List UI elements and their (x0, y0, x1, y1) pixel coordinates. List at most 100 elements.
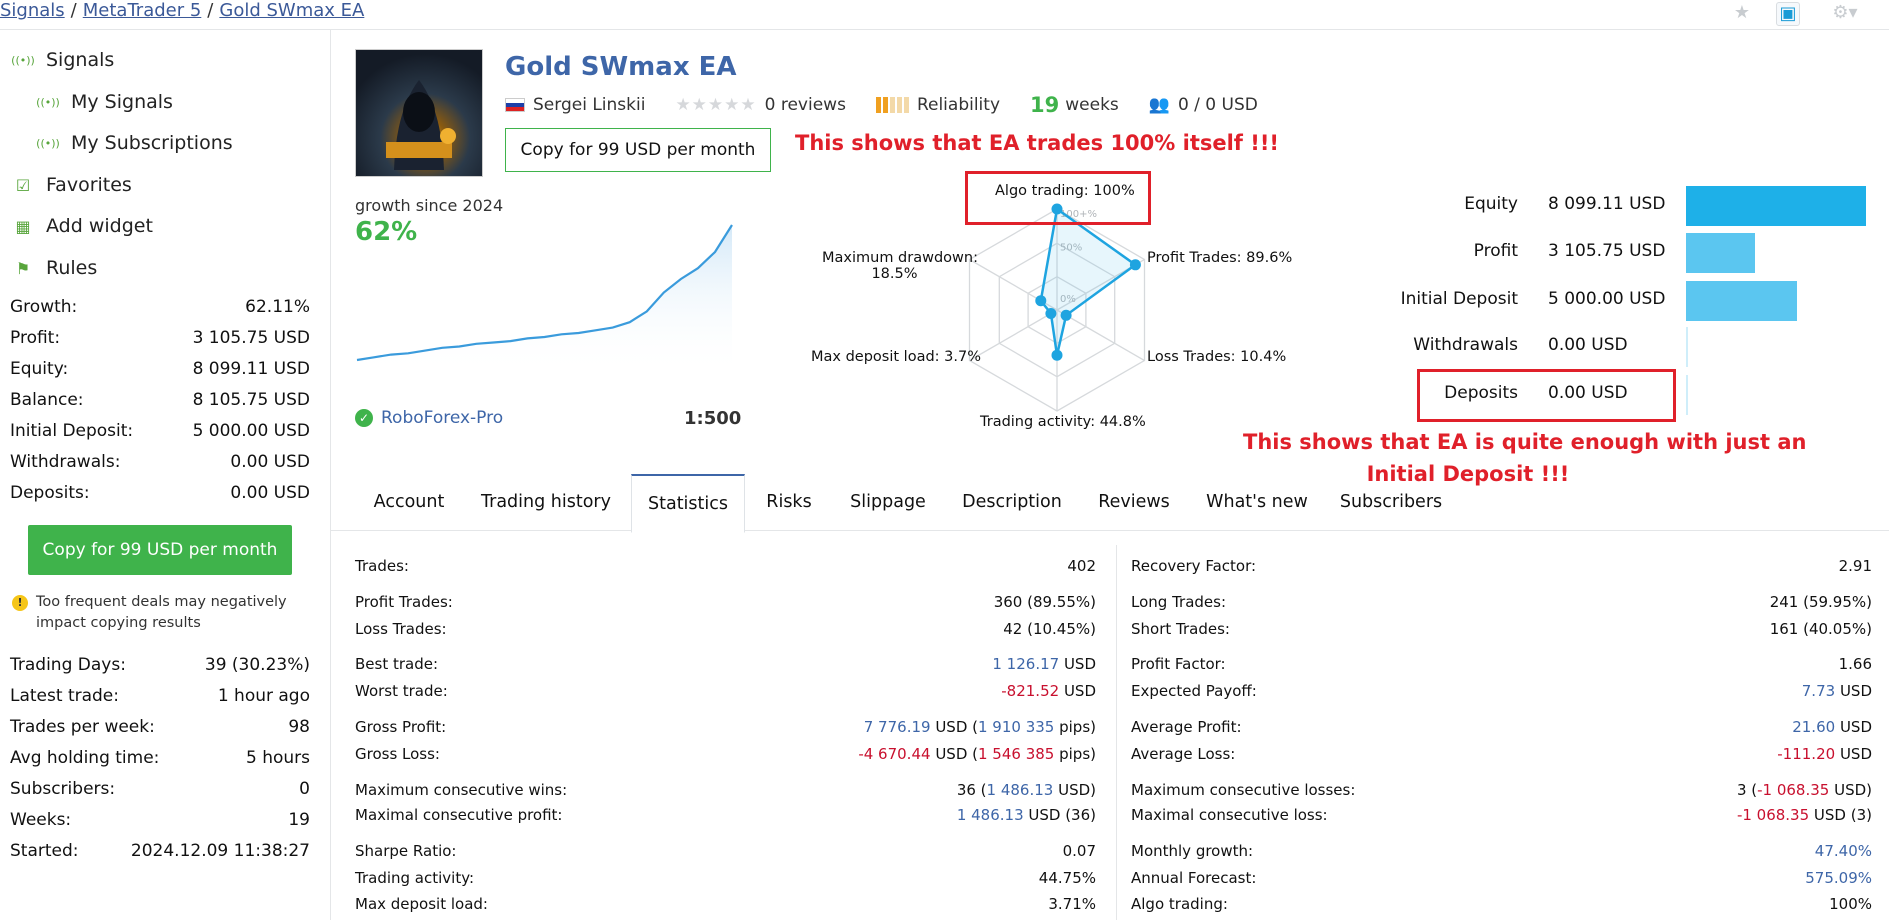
broker-name[interactable]: RoboForex-Pro (381, 408, 504, 428)
stat-label: Subscribers: (10, 779, 116, 799)
stats-value: 3 (-1 068.35 USD) (1736, 781, 1872, 799)
stats-row: Max deposit load: 3.71% (355, 895, 1096, 917)
stats-label: Worst trade: (355, 682, 448, 700)
growth-line (356, 224, 733, 362)
russia-flag-icon (505, 98, 525, 112)
stat-value: 62.11% (245, 297, 310, 317)
balance-label: Withdrawals (1413, 335, 1518, 355)
bookmark-icon[interactable]: ▣ (1776, 2, 1800, 26)
radar-grid-label: 50% (1060, 242, 1082, 253)
copy-warning: ! Too frequent deals may negatively impa… (12, 592, 312, 634)
sidebar-item-rules[interactable]: ⚑ Rules (10, 253, 97, 283)
verified-icon: ✓ (355, 409, 373, 427)
stats-value-number: 47.40% (1814, 842, 1872, 860)
stat-value: 0.00 USD (230, 483, 310, 503)
header-copy-button[interactable]: Copy for 99 USD per month (505, 128, 771, 172)
stat-row: Profit: 3 105.75 USD (10, 328, 310, 352)
sidebar-item-add-widget[interactable]: ▦ Add widget (10, 211, 152, 241)
stats-row: Maximum consecutive wins: 36 (1 486.13 US… (355, 781, 1096, 803)
annotation-deposit-line1: This shows that EA is quite enough with … (1243, 430, 1807, 454)
broker[interactable]: ✓ RoboForex-Pro (355, 408, 503, 428)
stats-row: Maximal consecutive profit: 1 486.13 USD … (355, 806, 1096, 828)
stats-row: Recovery Factor: 2.91 (1131, 557, 1872, 579)
radar-axis (969, 309, 1058, 362)
sidebar-item-my-signals[interactable]: ((•)) My Signals (35, 87, 173, 117)
tab-statistics[interactable]: Statistics (631, 474, 745, 533)
stats-label: Average Profit: (1131, 718, 1242, 736)
radar-label-activity: Trading activity: 44.8% (980, 414, 1146, 430)
radar-point (1051, 203, 1063, 215)
stats-value-unit: USD (1835, 745, 1872, 763)
balance-value: 0.00 USD (1548, 383, 1628, 403)
stat-row: Equity: 8 099.11 USD (10, 359, 310, 383)
radar-grid-label: 100+% (1060, 209, 1097, 220)
stats-label: Average Loss: (1131, 745, 1236, 763)
stats-row: Best trade: 1 126.17 USD (355, 655, 1096, 677)
radar-label-profit: Profit Trades: 89.6% (1147, 250, 1293, 266)
tab-reviews[interactable]: Reviews (1098, 492, 1170, 512)
subscribers-value: 0 / 0 USD (1177, 95, 1258, 115)
stat-row: Deposits: 0.00 USD (10, 483, 310, 507)
stat-label: Deposits: (10, 483, 90, 503)
stats-value: 2.91 (1838, 557, 1872, 575)
stat-label: Latest trade: (10, 686, 119, 706)
balance-bar (1686, 327, 1688, 367)
sidebar-item-favorites[interactable]: ☑ Favorites (10, 170, 132, 200)
stats-value-number: -111.20 (1777, 745, 1836, 763)
stats-row: Algo trading: 100% (1131, 895, 1872, 917)
stat-value: 5 hours (245, 748, 310, 768)
sidebar-item-label: Favorites (46, 174, 132, 196)
reviews-count[interactable]: 0 reviews (764, 95, 846, 115)
stats-value: 1.66 (1838, 655, 1872, 673)
stats-value-number: 1 546 385 (978, 745, 1055, 763)
breadcrumb-signals[interactable]: Signals (0, 0, 65, 21)
annotation-deposit: This shows that EA is quite enough with … (1243, 426, 1807, 490)
tab-description[interactable]: Description (962, 492, 1062, 512)
stats-value: 42 (10.45%) (1003, 620, 1096, 638)
stats-value: 241 (59.95%) (1769, 593, 1872, 611)
tab-slippage[interactable]: Slippage (850, 492, 926, 512)
stats-label: Maximum consecutive wins: (355, 781, 568, 799)
sidebar-copy-button[interactable]: Copy for 99 USD per month (28, 525, 292, 575)
balance-label: Deposits (1444, 383, 1518, 403)
settings-icon[interactable]: ⚙▾ (1832, 2, 1858, 23)
stats-label: Max deposit load: (355, 895, 488, 913)
radar-label-loss: Loss Trades: 10.4% (1147, 349, 1287, 365)
leverage: 1:500 (684, 408, 742, 429)
sidebar-item-my-subscriptions[interactable]: ((•)) My Subscriptions (35, 128, 232, 158)
star-icon[interactable]: ★ (1733, 2, 1751, 23)
radar-axis (1056, 309, 1145, 362)
stats-value-number: -4 670.44 (858, 745, 931, 763)
tab-trading-history[interactable]: Trading history (481, 492, 611, 512)
balance-label: Equity (1464, 194, 1518, 214)
stats-value-unit: USD (1835, 718, 1872, 736)
radar-point (1035, 295, 1047, 307)
reliability-icon (875, 97, 909, 113)
stats-value: 44.75% (1038, 869, 1096, 887)
radar-label-load: Max deposit load: 3.7% (811, 349, 981, 365)
tab-subscribers[interactable]: Subscribers (1339, 492, 1443, 512)
stats-label: Long Trades: (1131, 593, 1227, 611)
stats-label: Expected Payoff: (1131, 682, 1257, 700)
stats-value: 47.40% (1815, 842, 1872, 864)
stats-label: Trades: (355, 557, 409, 575)
stats-row: Expected Payoff: 7.73 USD (1131, 682, 1872, 704)
stats-value-number: 7 776.19 (863, 718, 931, 736)
growth-value: 62% (355, 217, 418, 247)
stat-row: Balance: 8 105.75 USD (10, 390, 310, 414)
annotation-deposit-line2: Initial Deposit !!! (1366, 462, 1570, 486)
stat-row: Growth: 62.11% (10, 297, 310, 321)
tab-account[interactable]: Account (373, 492, 445, 512)
signal-title[interactable]: Gold SWmax EA (505, 52, 737, 82)
stats-label: Maximal consecutive profit: (355, 806, 563, 824)
sidebar (0, 30, 331, 920)
stat-value: 3 105.75 USD (192, 328, 310, 348)
author-link[interactable]: Sergei Linskii (533, 95, 646, 115)
tab-risks[interactable]: Risks (766, 492, 812, 512)
breadcrumb-metatrader5[interactable]: MetaTrader 5 (82, 0, 202, 21)
breadcrumb-gold-swmax[interactable]: Gold SWmax EA (219, 0, 365, 21)
stats-value-number: -1 068.35 (1757, 781, 1830, 799)
tab-what-s-new[interactable]: What's new (1206, 492, 1308, 512)
sidebar-item-signals[interactable]: ((•)) Signals (10, 45, 114, 75)
signal-meta: Sergei Linskii ★★★★★ 0 reviews Reliabili… (505, 93, 1258, 117)
